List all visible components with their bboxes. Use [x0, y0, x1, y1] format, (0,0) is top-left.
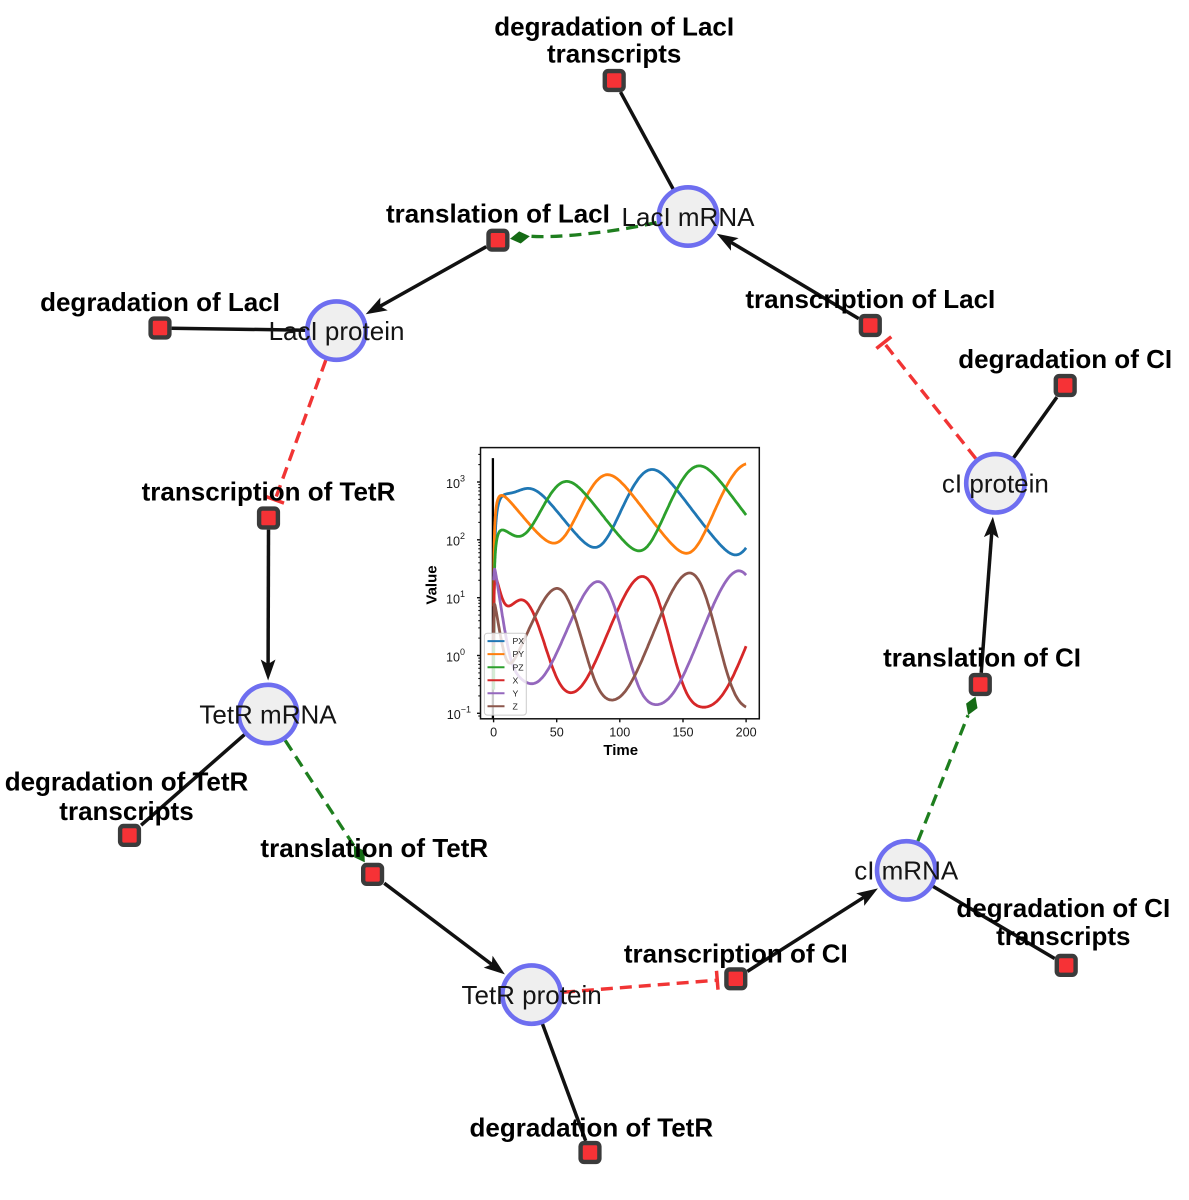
- svg-text:cI mRNA: cI mRNA: [854, 856, 959, 886]
- svg-text:LacI mRNA: LacI mRNA: [622, 202, 756, 232]
- svg-text:degradation of TetR: degradation of TetR: [5, 767, 249, 797]
- svg-text:translation of LacI: translation of LacI: [386, 199, 610, 229]
- svg-text:degradation of TetR: degradation of TetR: [469, 1112, 713, 1142]
- svg-text:200: 200: [736, 726, 757, 740]
- svg-text:TetR mRNA: TetR mRNA: [199, 699, 337, 729]
- svg-text:50: 50: [550, 726, 564, 740]
- svg-text:150: 150: [672, 726, 693, 740]
- svg-text:transcripts: transcripts: [996, 921, 1130, 951]
- svg-text:degradation of LacI: degradation of LacI: [494, 11, 734, 41]
- svg-text:transcripts: transcripts: [59, 796, 193, 826]
- svg-text:X: X: [513, 675, 519, 685]
- svg-text:LacI protein: LacI protein: [269, 316, 405, 346]
- svg-text:degradation of CI: degradation of CI: [958, 344, 1172, 374]
- svg-text:0: 0: [490, 726, 497, 740]
- svg-text:transcription of LacI: transcription of LacI: [745, 284, 995, 314]
- svg-text:degradation of CI: degradation of CI: [956, 893, 1170, 923]
- svg-text:100: 100: [609, 726, 630, 740]
- svg-text:translation of TetR: translation of TetR: [260, 833, 488, 863]
- svg-text:cI protein: cI protein: [942, 469, 1049, 499]
- svg-text:Z: Z: [513, 701, 519, 711]
- svg-text:Time: Time: [603, 742, 638, 759]
- svg-text:PX: PX: [513, 636, 525, 646]
- svg-text:transcription of TetR: transcription of TetR: [142, 476, 396, 506]
- svg-text:Y: Y: [513, 688, 519, 698]
- svg-text:degradation of LacI: degradation of LacI: [40, 287, 280, 317]
- svg-text:translation of CI: translation of CI: [883, 642, 1081, 672]
- svg-text:transcription of CI: transcription of CI: [624, 939, 848, 969]
- svg-text:Value: Value: [423, 565, 440, 604]
- svg-text:PZ: PZ: [513, 662, 525, 672]
- svg-text:PY: PY: [513, 649, 525, 659]
- svg-text:transcripts: transcripts: [547, 38, 681, 68]
- svg-text:TetR protein: TetR protein: [462, 980, 602, 1010]
